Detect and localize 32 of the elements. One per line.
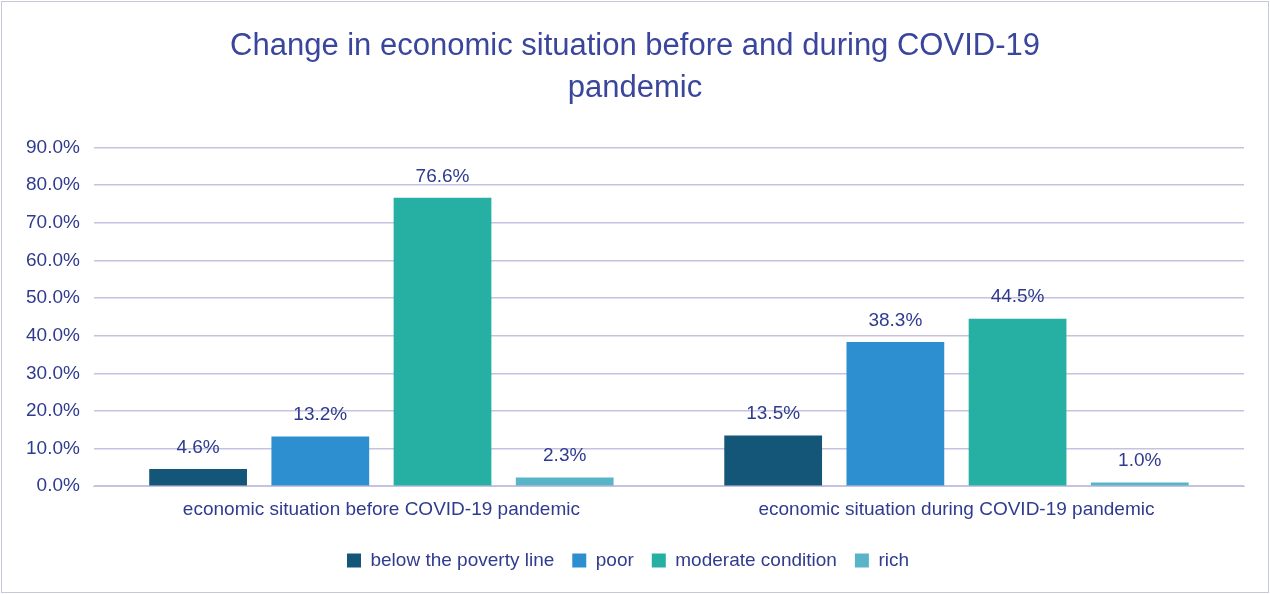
y-tick-label: 40.0% [26, 323, 80, 345]
y-tick-label: 50.0% [26, 286, 80, 308]
y-tick-label: 60.0% [26, 248, 80, 270]
chart-title: Change in economic situation before and during COVID-19 pandemic [229, 26, 1041, 106]
bar [393, 197, 492, 486]
legend-label: poor [595, 548, 635, 570]
data-label: 76.6% [415, 164, 470, 186]
data-label: 13.2% [293, 403, 348, 425]
data-label: 1.0% [1118, 449, 1162, 471]
legend-label: rich [878, 548, 910, 570]
data-label: 2.3% [543, 444, 587, 466]
x-tick-label: economic situation before COVID-19 pandemic [182, 497, 580, 519]
y-tick-label: 70.0% [26, 210, 80, 232]
y-tick-label: 10.0% [26, 436, 80, 458]
data-label: 38.3% [868, 308, 923, 330]
bar [1090, 482, 1189, 486]
y-tick-label: 80.0% [26, 173, 80, 195]
y-tick-label: 20.0% [26, 399, 80, 421]
y-tick-label: 0.0% [36, 474, 80, 496]
legend-label: below the poverty line [370, 548, 555, 570]
y-tick-label: 90.0% [26, 135, 80, 157]
bar [271, 436, 370, 486]
legend-label: moderate condition [675, 548, 837, 570]
bar [724, 435, 823, 486]
bar [149, 468, 247, 486]
data-label: 4.6% [176, 435, 220, 457]
bar [846, 342, 945, 486]
y-tick-label: 30.0% [26, 361, 80, 383]
data-label: 13.5% [746, 402, 801, 424]
bar [968, 318, 1067, 486]
data-label: 44.5% [990, 285, 1045, 307]
x-tick-label: economic situation during COVID-19 pandemic [758, 497, 1155, 519]
